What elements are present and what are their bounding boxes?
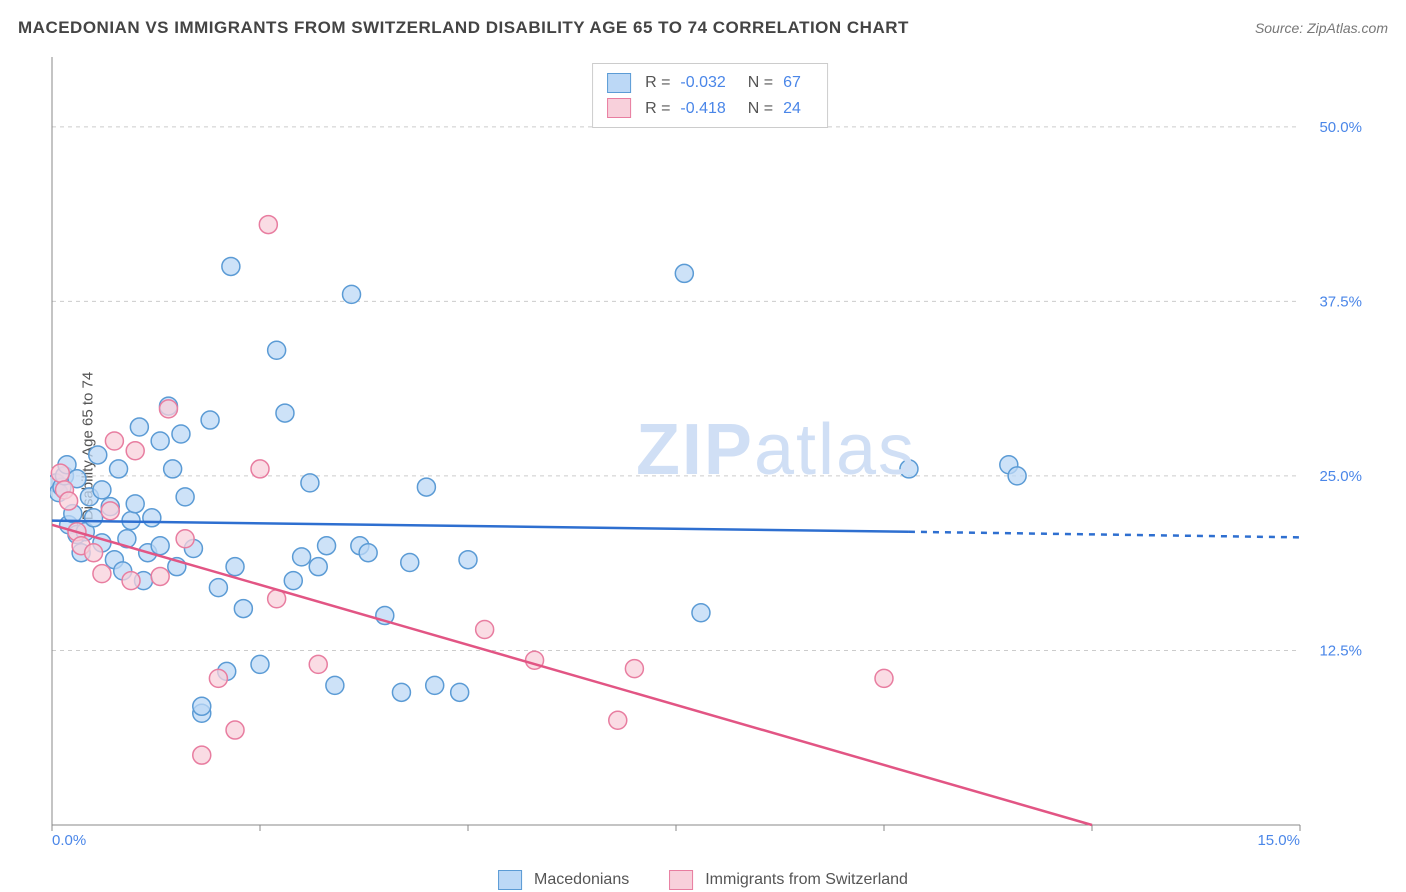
svg-text:50.0%: 50.0%	[1319, 119, 1362, 136]
legend-swatch-pink	[669, 870, 693, 890]
r-value-1: -0.032	[680, 70, 725, 96]
n-value-2: 24	[783, 96, 801, 122]
stats-row-series-1: R = -0.032 N = 67	[607, 70, 813, 96]
bottom-legend: Macedonians Immigrants from Switzerland	[498, 870, 908, 890]
svg-text:25.0%: 25.0%	[1319, 468, 1362, 485]
swatch-blue	[607, 73, 631, 93]
legend-swatch-blue	[498, 870, 522, 890]
n-value-1: 67	[783, 70, 801, 96]
legend-item-1: Macedonians	[498, 870, 629, 890]
scatter-chart-svg: 12.5% 25.0% 37.5% 50.0% 0.0% 15.0%	[50, 55, 1370, 845]
chart-title: MACEDONIAN VS IMMIGRANTS FROM SWITZERLAN…	[18, 18, 909, 38]
svg-text:0.0%: 0.0%	[52, 832, 86, 845]
swatch-pink	[607, 98, 631, 118]
r-value-2: -0.418	[680, 96, 725, 122]
chart-plot-area: 12.5%25.0%37.5%50.0%0.0%15.0% ZIPatlas R…	[50, 55, 1370, 845]
legend-item-2: Immigrants from Switzerland	[669, 870, 908, 890]
svg-text:12.5%: 12.5%	[1319, 642, 1362, 659]
svg-text:37.5%: 37.5%	[1319, 293, 1362, 310]
svg-text:15.0%: 15.0%	[1257, 832, 1300, 845]
legend-label-2: Immigrants from Switzerland	[705, 871, 908, 889]
source-attribution: Source: ZipAtlas.com	[1255, 20, 1388, 36]
correlation-stats-box: R = -0.032 N = 67 R = -0.418 N = 24	[592, 63, 828, 128]
stats-row-series-2: R = -0.418 N = 24	[607, 96, 813, 122]
legend-label-1: Macedonians	[534, 871, 629, 889]
